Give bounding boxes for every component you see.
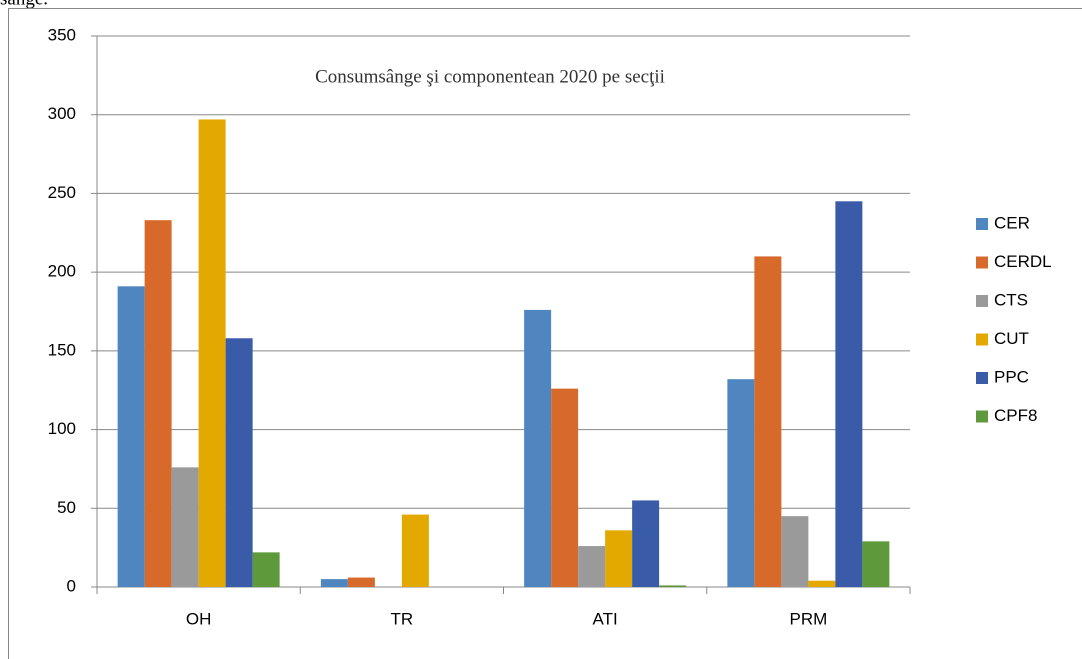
bar xyxy=(225,338,253,587)
y-tick-label: 250 xyxy=(48,183,76,202)
legend-swatch xyxy=(976,372,988,384)
bar xyxy=(551,388,579,587)
legend-swatch xyxy=(976,410,988,423)
bar xyxy=(754,256,782,587)
bar xyxy=(781,516,809,587)
legend-label: CUT xyxy=(994,329,1029,348)
bar xyxy=(320,579,348,587)
bar xyxy=(252,552,280,587)
bar xyxy=(524,309,552,587)
bar xyxy=(578,546,606,587)
bar xyxy=(862,541,890,587)
y-tick-label: 0 xyxy=(67,576,76,595)
bar xyxy=(401,514,429,587)
y-tick-label: 50 xyxy=(57,498,76,517)
bar xyxy=(198,119,226,588)
bar xyxy=(605,530,633,587)
legend-label: CERDL xyxy=(994,252,1052,271)
legend-swatch xyxy=(976,218,988,230)
bar xyxy=(117,286,145,587)
bar xyxy=(171,467,199,587)
bar xyxy=(835,201,863,588)
y-tick-label: 300 xyxy=(48,104,76,123)
y-tick-label: 200 xyxy=(48,262,76,281)
text-above: sânge. xyxy=(0,0,48,9)
chart-border xyxy=(8,8,1082,659)
legend-label: CPF8 xyxy=(994,406,1037,425)
bar xyxy=(632,500,660,587)
bar xyxy=(808,580,836,587)
legend-label: CTS xyxy=(994,290,1028,309)
chart-title: Consumsânge şi componentean 2020 pe secţ… xyxy=(315,66,665,87)
y-tick-label: 100 xyxy=(48,419,76,438)
bar xyxy=(347,577,375,587)
bar xyxy=(144,220,172,588)
x-tick-label: TR xyxy=(391,609,414,628)
legend-swatch xyxy=(976,295,988,307)
bar xyxy=(727,379,755,587)
legend-label: CER xyxy=(994,213,1030,232)
x-tick-label: OH xyxy=(186,609,212,628)
x-tick-label: ATI xyxy=(593,609,618,628)
legend-swatch xyxy=(976,333,988,346)
y-tick-label: 350 xyxy=(48,25,76,44)
legend-label: PPC xyxy=(994,367,1029,386)
bar xyxy=(659,585,687,587)
y-tick-label: 150 xyxy=(48,340,76,359)
legend-swatch xyxy=(976,256,988,269)
x-tick-label: PRM xyxy=(789,609,827,628)
